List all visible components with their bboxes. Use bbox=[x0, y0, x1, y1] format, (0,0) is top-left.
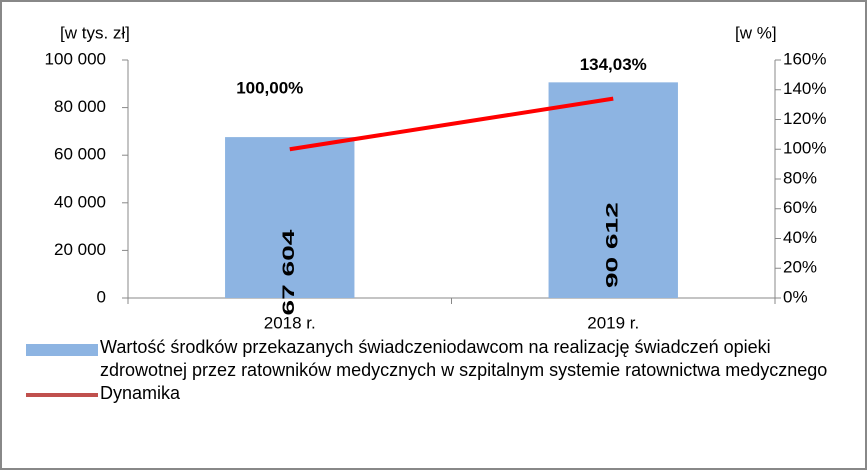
x-tick-label: 2018 r. bbox=[264, 313, 316, 332]
y2-tick-label: 40% bbox=[783, 228, 817, 247]
y2-tick-label: 100% bbox=[783, 139, 826, 158]
line-value-label: 100,00% bbox=[236, 79, 303, 98]
bar bbox=[548, 82, 678, 298]
y2-tick-label: 160% bbox=[783, 49, 826, 68]
y2-tick-label: 0% bbox=[783, 287, 808, 306]
bar bbox=[225, 137, 355, 298]
y2-tick-label: 120% bbox=[783, 109, 826, 128]
y2-tick-label: 140% bbox=[783, 79, 826, 98]
y-axis-label: [w tys. zł] bbox=[60, 23, 130, 42]
bar-value-label: 90 612 bbox=[603, 202, 622, 288]
legend-swatch bbox=[26, 393, 98, 397]
legend-label: Dynamika bbox=[100, 383, 181, 403]
legend-swatch bbox=[26, 344, 98, 356]
line bbox=[289, 96, 614, 152]
line-value-label: 134,03% bbox=[580, 55, 647, 74]
y2-tick-label: 60% bbox=[783, 198, 817, 217]
y-tick-label: 40 000 bbox=[54, 192, 106, 211]
legend-item: Dynamika bbox=[22, 382, 862, 405]
y2-tick-label: 80% bbox=[783, 168, 817, 187]
y-tick-label: 20 000 bbox=[54, 240, 106, 259]
y-tick-label: 60 000 bbox=[54, 145, 106, 164]
y2-axis-label: [w %] bbox=[735, 23, 777, 42]
y-tick-label: 80 000 bbox=[54, 97, 106, 116]
x-tick-label: 2019 r. bbox=[587, 313, 639, 332]
y-tick-label: 0 bbox=[97, 287, 106, 306]
y2-tick-label: 20% bbox=[783, 258, 817, 277]
legend-item: Wartość środków przekazanych świadczenio… bbox=[22, 336, 862, 382]
legend: Wartość środków przekazanych świadczenio… bbox=[22, 336, 862, 405]
y-tick-label: 100 000 bbox=[45, 49, 106, 68]
legend-label: Wartość środków przekazanych świadczenio… bbox=[100, 337, 828, 380]
bar-value-label: 67 604 bbox=[279, 229, 298, 316]
